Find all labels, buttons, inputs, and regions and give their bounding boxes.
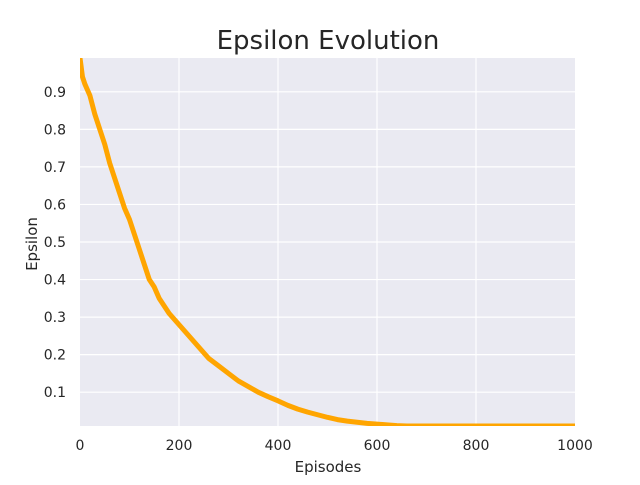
x-tick-label: 600: [364, 438, 391, 454]
x-tick-label: 200: [166, 438, 193, 454]
y-tick-label: 0.5: [44, 235, 66, 251]
grid: [80, 58, 575, 426]
tick-labels: 0 200 400 600 800 1000 0.1 0.2 0.3 0.4 0.5 0.6 0.7 0.…: [44, 85, 593, 454]
y-tick-label: 0.7: [44, 160, 66, 176]
x-tick-label: 400: [265, 438, 292, 454]
x-tick-label: 1000: [557, 438, 593, 454]
epsilon-line: [80, 58, 575, 426]
y-tick-label: 0.1: [44, 385, 66, 401]
y-tick-label: 0.6: [44, 197, 66, 213]
y-tick-label: 0.9: [44, 85, 66, 101]
series-layer: [80, 58, 575, 426]
y-axis-label: Epsilon: [23, 217, 41, 271]
x-axis-label: Episodes: [295, 458, 362, 476]
y-tick-label: 0.3: [44, 310, 66, 326]
x-tick-label: 800: [463, 438, 490, 454]
y-tick-label: 0.4: [44, 273, 66, 289]
y-tick-label: 0.2: [44, 348, 66, 364]
chart-title: Epsilon Evolution: [217, 26, 440, 56]
x-tick-label: 0: [76, 438, 85, 454]
y-tick-label: 0.8: [44, 122, 66, 138]
